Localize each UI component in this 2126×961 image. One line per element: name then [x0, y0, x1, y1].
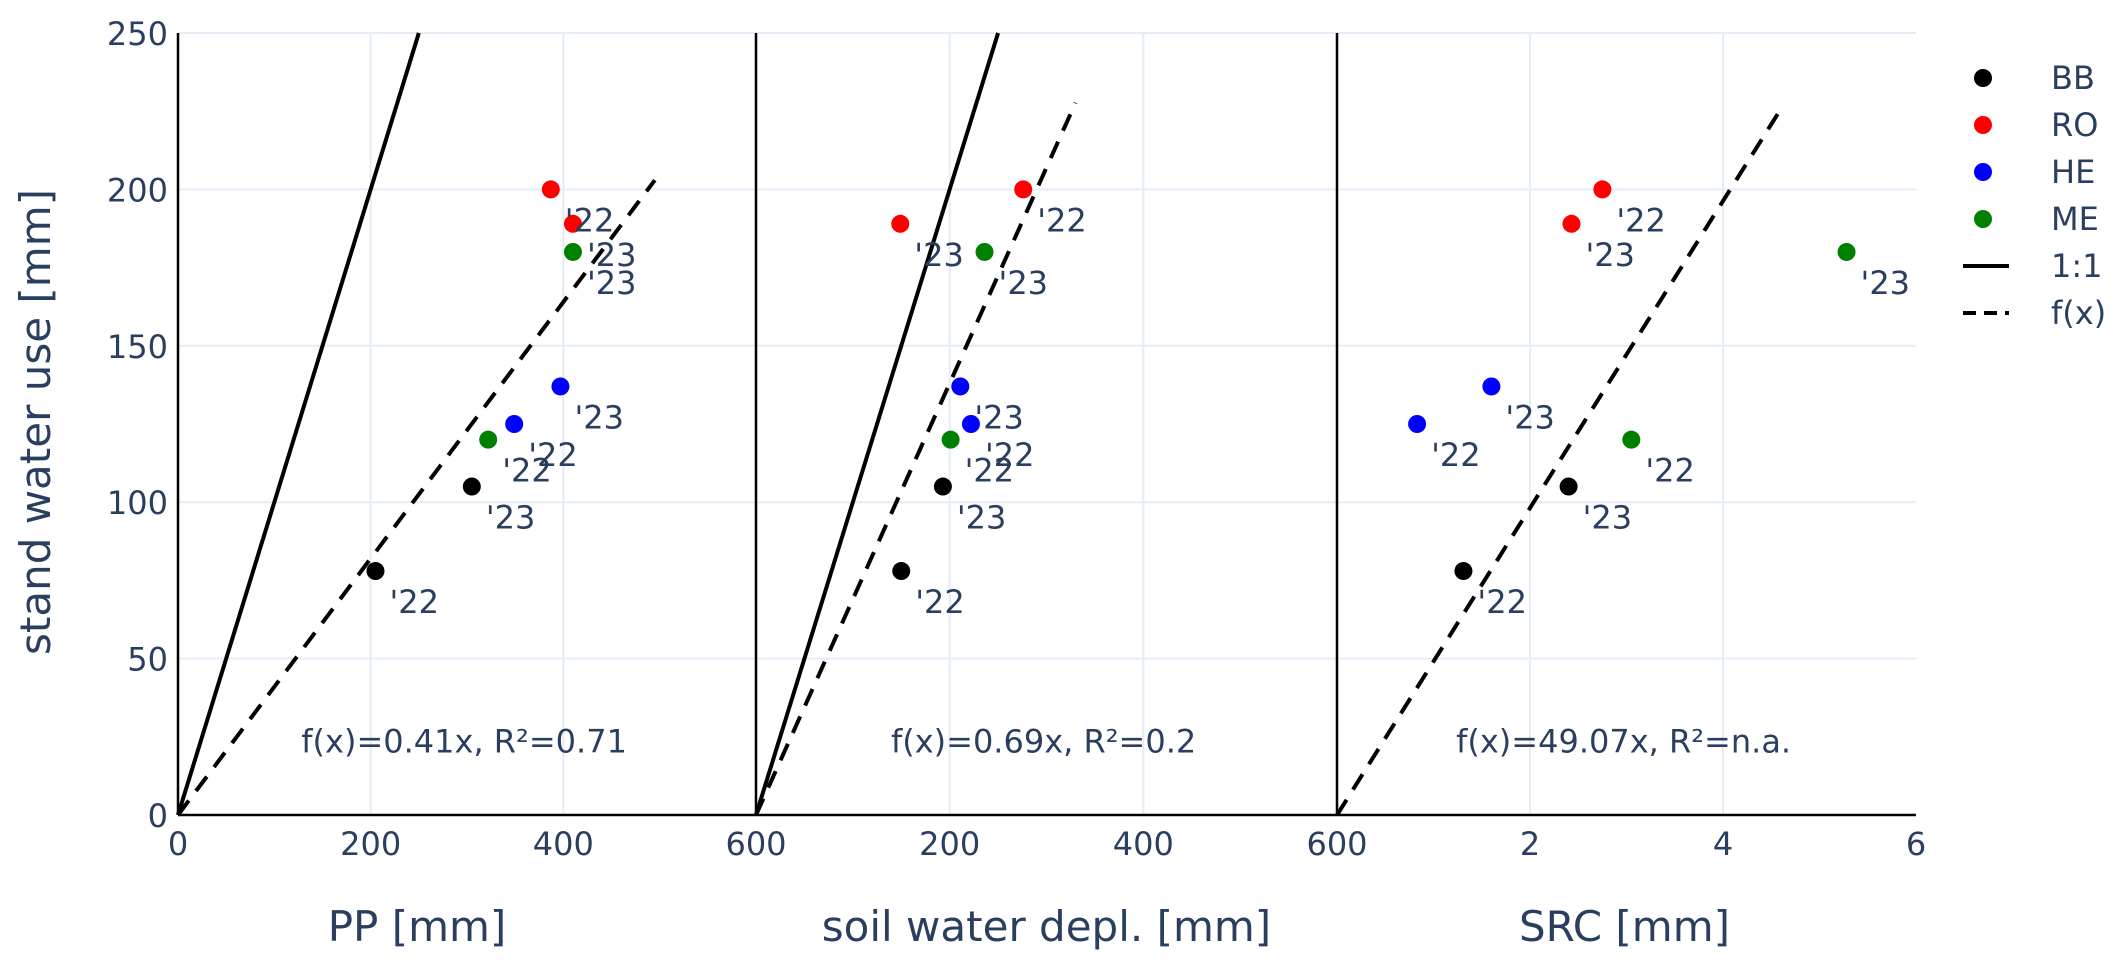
legend-marker-me: [1974, 210, 1992, 228]
point-label: '23: [1861, 264, 1911, 302]
one-to-one-line: [176, 32, 421, 816]
fit-line: [1335, 107, 1783, 817]
legend-label: ME: [2051, 200, 2099, 238]
y-tick-label: 0: [148, 797, 168, 835]
point-me: [563, 242, 582, 261]
y-tick-label: 250: [107, 15, 168, 53]
point-label: '22: [965, 452, 1015, 490]
label-layer: f(x)=0.41x, R²=0.71'22'23'22'23'22'23'22…: [301, 201, 1910, 760]
point-label: '23: [587, 236, 637, 274]
x-tick-label: 600: [725, 825, 786, 863]
legend-marker-bb: [1974, 69, 1992, 87]
y-tick-label: 50: [127, 641, 168, 679]
legend-marker-he: [1974, 163, 1992, 181]
x-axis-title: PP [mm]: [328, 902, 507, 951]
point-label: '22: [502, 452, 552, 490]
fit-line: [754, 101, 1078, 816]
legend-label: RO: [2051, 106, 2098, 144]
point-label: '22: [1477, 583, 1527, 621]
point-label: '22: [1616, 201, 1666, 239]
point-he: [1408, 415, 1427, 433]
point-he: [551, 377, 570, 396]
fit-annotation: f(x)=0.41x, R²=0.71: [301, 722, 627, 760]
point-label: '22: [528, 436, 578, 474]
x-axis-title: SRC [mm]: [1519, 902, 1730, 951]
point-bb: [1559, 477, 1578, 496]
point-bb: [933, 477, 952, 496]
fit-annotation: f(x)=49.07x, R²=n.a.: [1456, 722, 1791, 760]
point-ro: [1014, 180, 1033, 199]
point-bb: [892, 562, 911, 581]
point-label: '23: [974, 398, 1024, 436]
fit-annotation: f(x)=0.69x, R²=0.2: [891, 722, 1196, 760]
point-label: '22: [565, 201, 615, 239]
point-ro: [891, 214, 910, 233]
point-me: [941, 430, 960, 449]
point-label: '23: [1505, 398, 1555, 436]
point-ro: [1593, 180, 1612, 199]
point-label: '22: [1645, 452, 1695, 490]
point-label: '23: [486, 499, 536, 537]
y-tick-label: 150: [107, 328, 168, 366]
legend-label: HE: [2051, 153, 2095, 191]
point-label: '22: [1037, 201, 1087, 239]
point-label: '22: [915, 583, 965, 621]
point-ro: [563, 214, 582, 233]
point-he: [961, 415, 980, 433]
x-tick-label: 0: [168, 825, 188, 863]
legend-label: BB: [2051, 59, 2095, 97]
point-label: '23: [914, 236, 964, 274]
x-tick-label: 600: [1306, 825, 1367, 863]
legend-label: f(x): [2051, 294, 2106, 332]
point-label: '22: [389, 583, 439, 621]
x-tick-label: 400: [1113, 825, 1174, 863]
x-tick-label: 200: [340, 825, 401, 863]
point-me: [1622, 430, 1641, 449]
point-he: [505, 415, 524, 433]
point-label: '22: [1431, 436, 1481, 474]
fit-line: [176, 178, 657, 817]
x-tick-label: 400: [533, 825, 594, 863]
point-bb: [462, 477, 481, 496]
point-label: '23: [574, 398, 624, 436]
point-label: '23: [587, 264, 637, 302]
point-label: '23: [1585, 236, 1635, 274]
y-axis-title: stand water use [mm]: [11, 189, 60, 655]
point-me: [479, 430, 498, 449]
x-tick-label: 200: [919, 825, 980, 863]
point-me: [975, 242, 994, 261]
x-axis-title: soil water depl. [mm]: [822, 902, 1271, 951]
point-bb: [366, 562, 385, 581]
one-to-one-line: [754, 32, 1000, 816]
x-tick-label: 2: [1520, 825, 1540, 863]
point-label: '23: [957, 499, 1007, 537]
point-bb: [1454, 562, 1473, 581]
point-he: [1482, 377, 1501, 396]
y-tick-label: 100: [107, 484, 168, 522]
point-ro: [1562, 214, 1581, 233]
y-tick-label: 200: [107, 171, 168, 209]
legend-label: 1:1: [2051, 247, 2103, 285]
line-layer: [176, 32, 1783, 817]
grid-layer: [178, 32, 1916, 815]
point-me: [1837, 242, 1856, 261]
x-tick-label: 4: [1713, 825, 1733, 863]
point-he: [951, 377, 970, 396]
legend-marker-ro: [1974, 116, 1992, 134]
point-layer: [366, 180, 1856, 581]
x-tick-label: 6: [1906, 825, 1926, 863]
point-label: '23: [999, 264, 1049, 302]
point-ro: [541, 180, 560, 199]
point-label: '22: [985, 436, 1035, 474]
axis-layer: 0 50 100 150 200 250 0 200 400 600 PP [mm] 200 400 60…: [107, 15, 1926, 951]
legend: BB RO HE ME 1:1 f(x): [1963, 59, 2106, 332]
point-label: '23: [1583, 499, 1633, 537]
